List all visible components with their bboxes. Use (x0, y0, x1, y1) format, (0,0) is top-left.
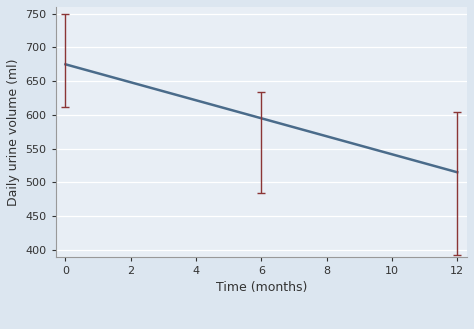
Y-axis label: Daily urine volume (ml): Daily urine volume (ml) (7, 58, 20, 206)
X-axis label: Time (months): Time (months) (216, 281, 307, 294)
